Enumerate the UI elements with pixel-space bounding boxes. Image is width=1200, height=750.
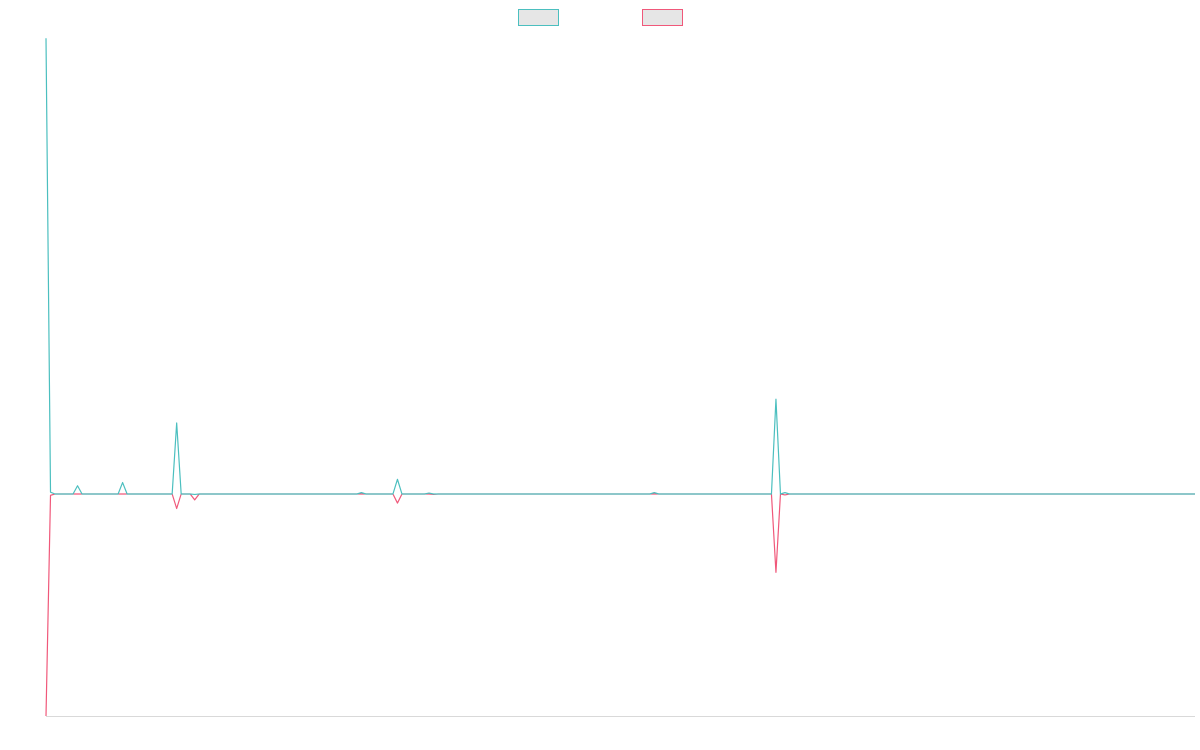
- series-line-2: [45, 493, 1195, 717]
- legend-swatch-2[interactable]: [642, 9, 683, 26]
- chart-legend: [518, 9, 683, 26]
- series-layer: [45, 38, 1195, 717]
- series-line-1: [45, 38, 1195, 496]
- legend-swatch-1[interactable]: [518, 9, 559, 26]
